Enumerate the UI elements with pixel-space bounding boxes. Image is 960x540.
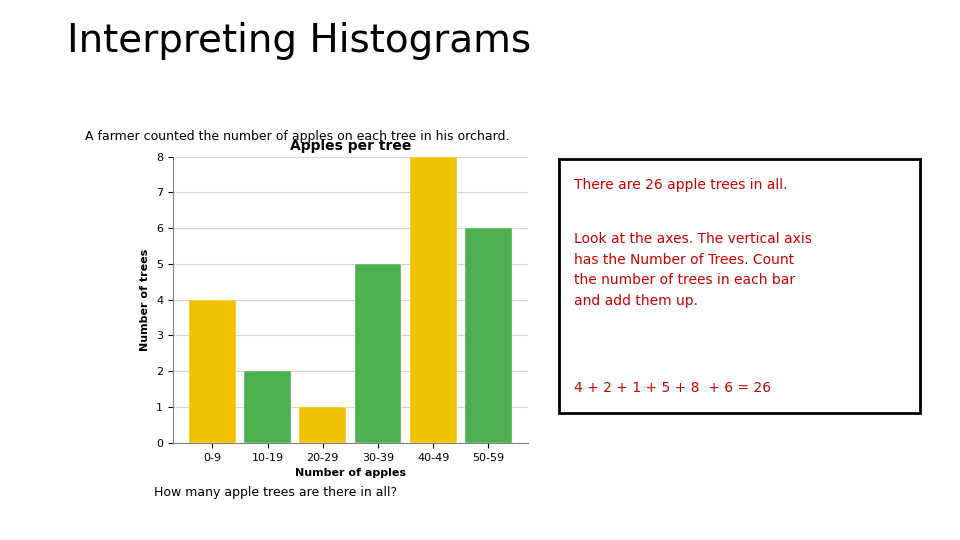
Text: A farmer counted the number of apples on each tree in his orchard.: A farmer counted the number of apples on… [85, 130, 510, 143]
X-axis label: Number of apples: Number of apples [295, 468, 406, 478]
Bar [300, 407, 347, 443]
Title: Apples per tree: Apples per tree [290, 139, 411, 153]
Text: Look at the axes. The vertical axis
has the Number of Trees. Count
the number of: Look at the axes. The vertical axis has … [574, 232, 812, 308]
Bar [189, 300, 236, 443]
Bar [244, 372, 291, 443]
Bar [410, 157, 457, 443]
Bar [465, 228, 512, 443]
Text: How many apple trees are there in all?: How many apple trees are there in all? [154, 486, 396, 499]
FancyBboxPatch shape [559, 159, 920, 413]
Text: There are 26 apple trees in all.: There are 26 apple trees in all. [574, 178, 787, 192]
Text: Interpreting Histograms: Interpreting Histograms [67, 22, 531, 59]
Text: 4 + 2 + 1 + 5 + 8  + 6 = 26: 4 + 2 + 1 + 5 + 8 + 6 = 26 [574, 381, 771, 395]
Y-axis label: Number of trees: Number of trees [140, 248, 151, 351]
Bar [354, 264, 401, 443]
